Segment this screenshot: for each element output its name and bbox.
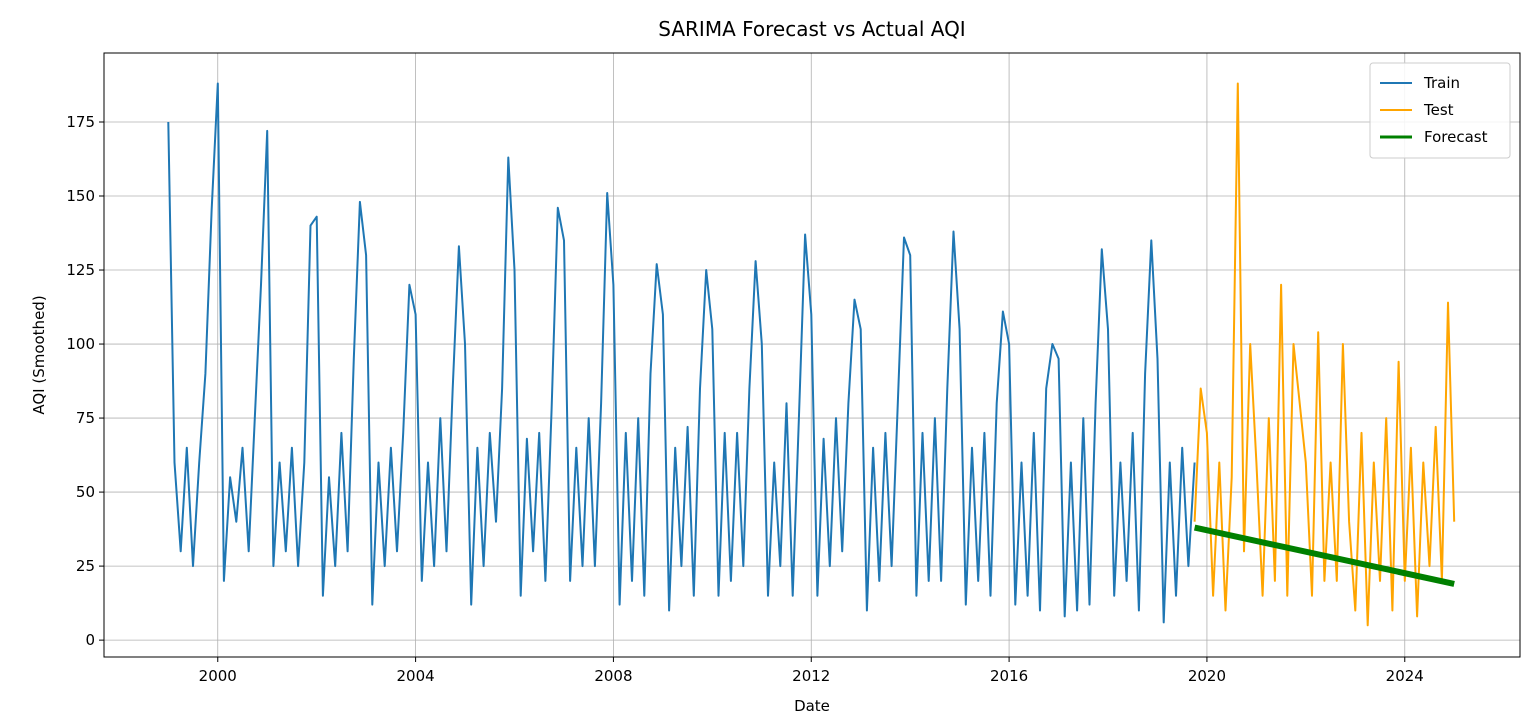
y-tick-label: 0 bbox=[85, 631, 95, 649]
legend-label: Test bbox=[1423, 101, 1454, 119]
legend-box bbox=[1369, 62, 1511, 159]
y-tick-label: 75 bbox=[76, 409, 95, 427]
legend-label: Train bbox=[1423, 74, 1460, 92]
x-tick-label: 2008 bbox=[594, 667, 632, 685]
y-tick-label: 25 bbox=[76, 557, 95, 575]
x-axis-label: Date bbox=[794, 697, 830, 715]
x-tick-label: 2024 bbox=[1386, 667, 1424, 685]
y-tick-label: 125 bbox=[66, 261, 95, 279]
y-axis-label: AQI (Smoothed) bbox=[30, 295, 48, 414]
x-tick-label: 2012 bbox=[792, 667, 830, 685]
x-tick-label: 2000 bbox=[199, 667, 237, 685]
plot-frame bbox=[103, 52, 1521, 658]
series-line bbox=[1193, 524, 1455, 587]
legend-label: Forecast bbox=[1424, 128, 1488, 146]
y-tick-label: 50 bbox=[76, 483, 95, 501]
y-tick-label: 175 bbox=[66, 113, 95, 131]
chart-title: SARIMA Forecast vs Actual AQI bbox=[658, 17, 965, 41]
y-tick-label: 150 bbox=[66, 187, 95, 205]
x-tick-label: 2004 bbox=[396, 667, 434, 685]
y-tick-label: 100 bbox=[66, 335, 95, 353]
series-line bbox=[1193, 82, 1456, 627]
x-tick-label: 2016 bbox=[990, 667, 1028, 685]
series-line bbox=[167, 82, 1196, 624]
legend: Train Test Forecast bbox=[1369, 62, 1511, 159]
x-tick-label: 2020 bbox=[1188, 667, 1226, 685]
